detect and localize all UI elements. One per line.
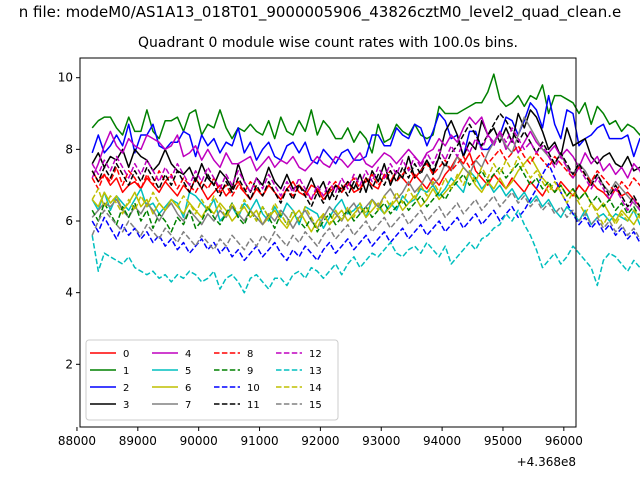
series-line-4	[91, 116, 640, 179]
series-line-2	[91, 94, 640, 165]
legend-label-12: 12	[309, 349, 322, 360]
y-tick-label: 6	[65, 214, 73, 228]
x-tick-label: 89000	[119, 434, 157, 448]
series-line-9	[91, 162, 640, 233]
x-tick-label: 90000	[180, 434, 218, 448]
legend-label-1: 1	[123, 366, 129, 377]
legend-label-10: 10	[247, 383, 260, 394]
y-tick-label: 2	[65, 357, 73, 371]
legend-label-4: 4	[185, 349, 191, 360]
x-tick-label: 91000	[240, 434, 278, 448]
legend-label-5: 5	[185, 366, 191, 377]
x-tick-label: 93000	[362, 434, 400, 448]
legend-label-9: 9	[247, 366, 253, 377]
legend-label-6: 6	[185, 383, 191, 394]
series-line-8	[91, 145, 640, 201]
series-line-15	[91, 191, 640, 251]
x-tick-label: 95000	[484, 434, 522, 448]
tick-layer: 88000 89000 90000 91000 92000 93000 94000 95000…	[58, 71, 583, 448]
legend-label-3: 3	[123, 400, 129, 411]
legend-label-13: 13	[309, 366, 322, 377]
x-tick-label: 96000	[545, 434, 583, 448]
legend-label-8: 8	[247, 349, 253, 360]
chart-title: Quadrant 0 module wise count rates with …	[138, 35, 518, 51]
series-line-13	[91, 209, 640, 294]
legend-label-11: 11	[247, 400, 260, 411]
legend-label-0: 0	[123, 349, 129, 360]
y-tick-label: 8	[65, 142, 73, 156]
legend-frame	[85, 339, 339, 421]
x-tick-label: 94000	[423, 434, 461, 448]
y-tick-label: 10	[58, 71, 73, 85]
x-tick-label: 92000	[301, 434, 339, 448]
series-line-1	[91, 73, 640, 154]
series-line-12	[91, 127, 640, 212]
series-line-11	[91, 112, 640, 208]
legend-label-15: 15	[309, 400, 322, 411]
legend-label-14: 14	[309, 383, 322, 394]
plot-frame	[79, 57, 577, 428]
figure-suptitle: n file: modeM0/AS1A13_018T01_9000005906_…	[18, 3, 622, 21]
legend-label-7: 7	[185, 400, 191, 411]
legend-label-2: 2	[123, 383, 129, 394]
series-line-14	[91, 155, 640, 229]
x-offset-label: +4.368e8	[517, 455, 576, 469]
x-tick-label: 88000	[58, 434, 96, 448]
y-tick-label: 4	[65, 286, 73, 300]
series-layer	[91, 73, 640, 294]
